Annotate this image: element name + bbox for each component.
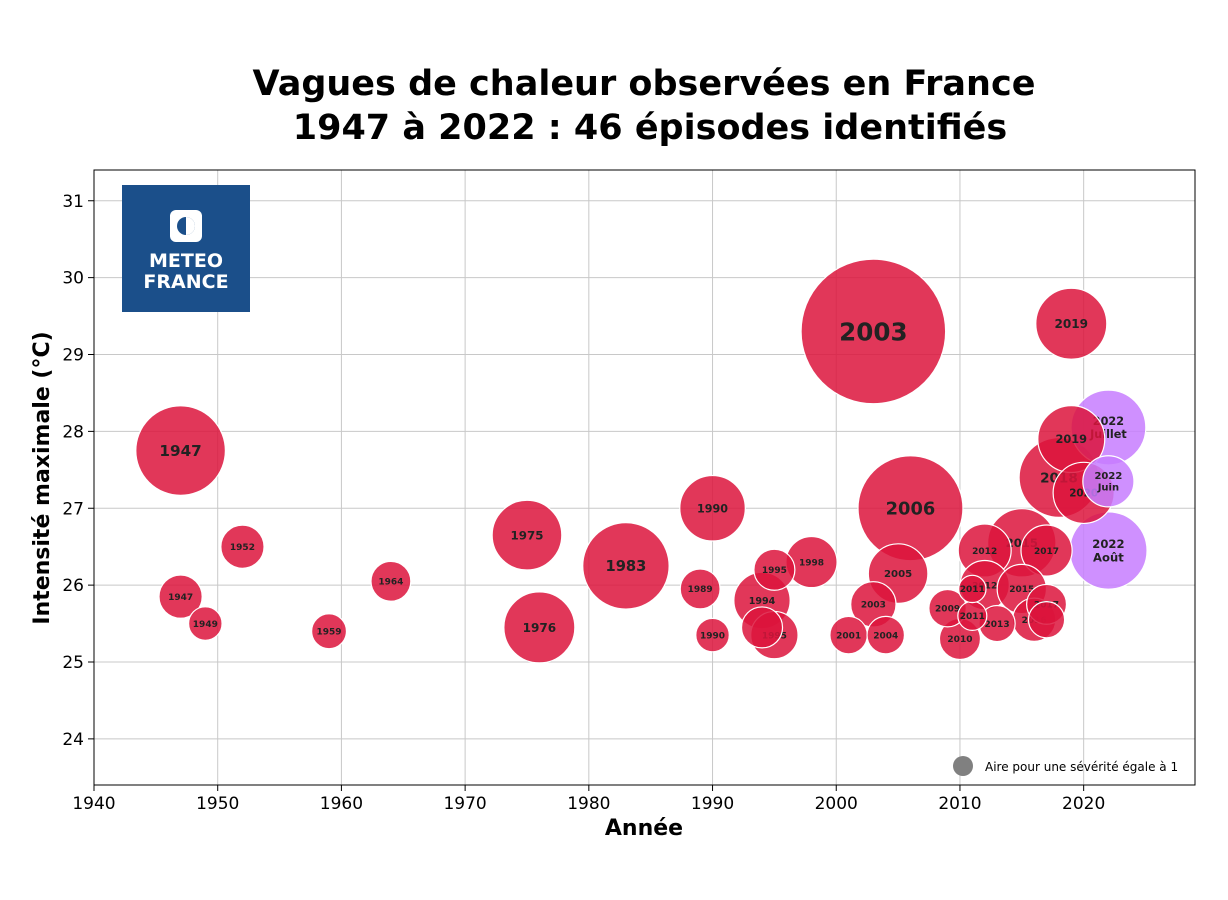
bubble-label: 1947 <box>168 593 193 603</box>
x-tick-label: 1970 <box>443 794 486 814</box>
logo-text-line-1: METEO <box>149 250 223 272</box>
meteo-france-logo: METEO FRANCE <box>122 185 250 312</box>
x-axis-label: Année <box>605 816 683 841</box>
bubble-label: 1990 <box>700 631 725 641</box>
bubble-label: 2022 <box>1092 537 1124 551</box>
bubble-label: 1998 <box>799 558 824 568</box>
logo-emblem-mark-inner <box>186 217 195 235</box>
bubble-label: 2019 <box>1055 432 1087 446</box>
bubble-label: 2022 <box>1094 471 1122 482</box>
bubble-label: 2012 <box>972 547 997 557</box>
chart-title-line-2: 1947 à 2022 : 46 épisodes identifiés <box>293 108 1008 148</box>
bubble <box>1027 601 1066 639</box>
bubble <box>370 560 412 602</box>
bubble-label: 2003 <box>839 317 907 346</box>
bubble-label: 1989 <box>688 585 713 595</box>
x-tick-label: 2010 <box>938 794 981 814</box>
bubble-label: 2006 <box>886 499 936 520</box>
bubble <box>958 574 987 604</box>
bubble-label: 1947 <box>159 442 201 460</box>
bubble <box>135 405 226 496</box>
legend-label: Aire pour une sévérité égale à 1 <box>985 760 1178 774</box>
bubble <box>1020 524 1073 577</box>
bubble <box>1035 287 1108 360</box>
y-tick-label: 29 <box>62 346 84 366</box>
bubble <box>582 522 670 610</box>
bubble-label: 2011 <box>960 612 985 622</box>
bubble-label: 2015 <box>1009 585 1034 595</box>
bubble-label: 1959 <box>317 627 342 637</box>
bubble-label: 1975 <box>511 528 544 542</box>
bubble-label: 2017 <box>1034 547 1059 557</box>
bubble-label: 2004 <box>873 631 898 641</box>
bubble <box>158 574 203 619</box>
x-tick-label: 1940 <box>72 794 115 814</box>
legend: Aire pour une sévérité égale à 1 <box>953 756 1178 776</box>
bubble <box>866 615 906 655</box>
x-tick-label: 1980 <box>567 794 610 814</box>
bubble <box>679 568 721 610</box>
bubble <box>503 591 576 664</box>
x-tick-label: 2020 <box>1062 794 1105 814</box>
bubble <box>740 606 784 649</box>
bubble-label: 1995 <box>762 566 787 576</box>
y-tick-label: 30 <box>62 269 84 289</box>
bubble <box>311 613 348 650</box>
y-tick-label: 25 <box>62 653 84 673</box>
bubble-label: 1964 <box>378 578 403 588</box>
bubble-label: 1983 <box>606 558 647 575</box>
y-axis-label: Intensité maximale (°C) <box>30 331 55 624</box>
bubble-label: 2001 <box>836 631 861 641</box>
bubble <box>1082 455 1135 508</box>
bubble <box>695 617 730 653</box>
y-tick-label: 28 <box>62 422 84 442</box>
bubble <box>491 499 563 571</box>
bubble-label: 2013 <box>985 620 1010 630</box>
bubble-label: 2019 <box>1055 317 1089 331</box>
legend-marker <box>953 756 973 776</box>
bubble-label: 2011 <box>960 585 985 595</box>
bubble-label: 2003 <box>861 601 886 611</box>
bubble-label: Juin <box>1097 483 1119 494</box>
bubble <box>753 548 796 591</box>
x-tick-label: 1950 <box>196 794 239 814</box>
logo-text-line-2: FRANCE <box>143 271 228 293</box>
bubble-label: 2005 <box>884 569 912 580</box>
x-tick-label: 1960 <box>320 794 363 814</box>
bubble-label: 1990 <box>697 502 728 515</box>
bubble <box>679 474 746 542</box>
bubble-label: 2010 <box>947 635 972 645</box>
bubble <box>800 258 947 405</box>
bubble-label: 1976 <box>523 621 557 635</box>
bubble-label: 1952 <box>230 543 255 553</box>
x-tick-label: 1990 <box>691 794 734 814</box>
x-tick-label: 2000 <box>815 794 858 814</box>
bubble <box>220 524 265 569</box>
y-tick-label: 26 <box>62 576 84 596</box>
plot-frame <box>93 169 1196 786</box>
bubble <box>188 606 223 641</box>
plot-area: 200320061947198320182022Août2022Juillet1… <box>135 258 1148 664</box>
logo-background <box>122 185 250 312</box>
bubble-label: 1994 <box>749 596 776 607</box>
y-tick-label: 31 <box>62 192 84 212</box>
bubble-label: Août <box>1093 550 1124 564</box>
axis-ticks: 1940 1950 1960 1970 1980 1990 2000 2010 2020 24 25… <box>62 192 1105 814</box>
y-tick-label: 27 <box>62 499 84 519</box>
bubble-label: 1949 <box>193 620 218 630</box>
y-tick-label: 24 <box>62 730 84 750</box>
bubble-label: 2009 <box>935 604 960 614</box>
chart-title-line-1: Vagues de chaleur observées en France <box>253 64 1036 104</box>
